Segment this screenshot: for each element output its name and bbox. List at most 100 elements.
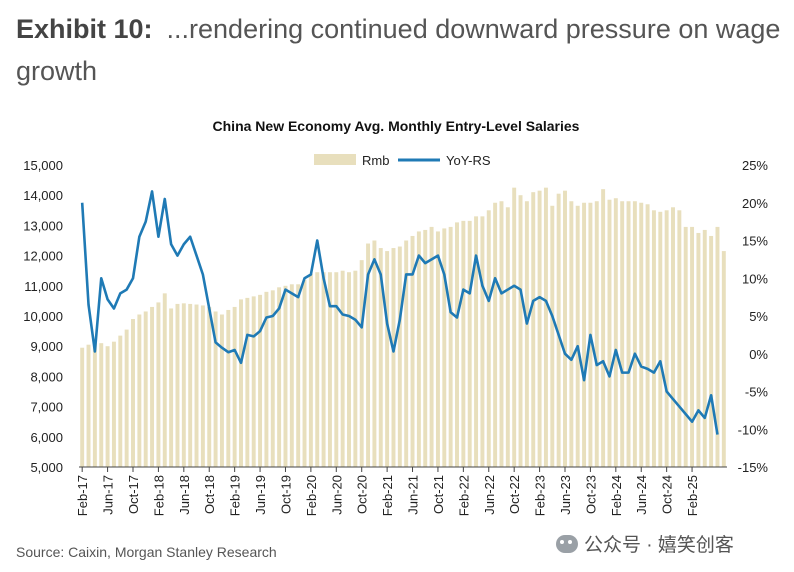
bar-rmb: [232, 306, 237, 467]
x-tick-label: Feb-22: [456, 475, 471, 516]
bar-rmb: [111, 341, 116, 467]
bar-rmb: [296, 284, 301, 467]
bar-rmb: [283, 285, 288, 467]
left-axis-ticks: 5,000 6,000 7,000 8,000 9,000 10,000 11,000 12,…: [23, 158, 63, 475]
bar-rmb: [480, 216, 485, 467]
bar-rmb: [575, 205, 580, 467]
bar-rmb: [200, 305, 205, 467]
line-yoy: [80, 190, 719, 435]
bar-rmb: [423, 229, 428, 467]
bar-rmb: [645, 204, 650, 467]
line-series: [80, 190, 719, 435]
right-tick-label: 10%: [742, 271, 768, 286]
bar-rmb: [302, 279, 307, 467]
bar-rmb: [474, 216, 479, 467]
bar-rmb: [721, 251, 726, 467]
bar-rmb: [347, 272, 351, 467]
bar-rmb: [461, 220, 466, 467]
bar-rmb: [512, 187, 517, 467]
bar-rmb: [264, 291, 269, 467]
bar-rmb: [340, 270, 345, 467]
bar-rmb: [289, 284, 294, 467]
x-tick-label: Oct-24: [660, 475, 675, 514]
bar-rmb: [92, 340, 97, 467]
bar-rmb: [683, 226, 688, 467]
x-tick-label: Feb-17: [75, 475, 90, 516]
bar-rmb: [410, 235, 415, 467]
bar-rmb: [537, 190, 542, 468]
bar-rmb: [613, 198, 618, 467]
x-tick-label: Jun-17: [101, 475, 116, 515]
bar-rmb: [632, 201, 637, 468]
bar-rmb: [105, 346, 110, 467]
x-tick-label: Feb-20: [304, 475, 319, 516]
x-tick-label: Jun-18: [177, 475, 192, 515]
bar-rmb: [690, 226, 695, 467]
bar-rmb: [455, 222, 459, 467]
bar-rmb: [607, 199, 612, 468]
right-axis-ticks: -15% -10% -5% 0% 5% 10% 15% 20% 25%: [738, 158, 769, 475]
x-tick-label: Feb-23: [533, 475, 548, 516]
bar-rmb: [137, 314, 142, 467]
left-tick-label: 13,000: [23, 218, 63, 233]
bar-rmb: [493, 202, 498, 467]
right-tick-label: 0%: [749, 347, 768, 362]
bar-rmb: [397, 246, 402, 467]
bar-rmb: [207, 306, 212, 467]
legend-label-yoy: YoY-RS: [446, 153, 491, 168]
bar-rmb: [467, 220, 472, 467]
bar-rmb: [664, 210, 669, 468]
bar-rmb: [359, 260, 364, 467]
legend-swatch-rmb: [314, 154, 356, 165]
left-tick-label: 14,000: [23, 188, 63, 203]
bar-rmb: [251, 296, 256, 467]
right-tick-label: -10%: [738, 422, 769, 437]
bar-rmb: [277, 287, 282, 467]
bar-rmb: [86, 344, 91, 467]
x-tick-label: Jun-20: [329, 475, 344, 515]
x-tick-label: Jun-21: [406, 475, 421, 515]
x-tick-label: Jun-19: [253, 475, 268, 515]
left-tick-label: 10,000: [23, 309, 63, 324]
x-tick-label: Oct-22: [507, 475, 522, 514]
x-tick-label: Oct-23: [583, 475, 598, 514]
bar-rmb: [219, 314, 224, 467]
x-tick-label: Jun-24: [634, 475, 649, 515]
right-tick-label: -5%: [745, 385, 769, 400]
left-tick-label: 6,000: [30, 430, 63, 445]
bar-rmb: [442, 228, 447, 467]
bar-rmb: [124, 329, 129, 467]
left-tick-label: 8,000: [30, 369, 63, 384]
bar-rmb: [80, 347, 85, 467]
bar-rmb: [181, 303, 186, 467]
bar-rmb: [366, 243, 371, 467]
bar-rmb: [651, 210, 656, 468]
bar-rmb: [188, 303, 193, 467]
bar-rmb: [582, 202, 587, 467]
bar-rmb: [353, 270, 358, 467]
wechat-icon: [556, 534, 578, 553]
x-tick-label: Oct-18: [202, 475, 217, 514]
bar-rmb: [372, 240, 377, 467]
right-tick-label: -15%: [738, 460, 769, 475]
exhibit-text: ...rendering continued downward pressure…: [16, 14, 781, 86]
bar-rmb: [258, 294, 263, 467]
x-tick-label: Oct-17: [126, 475, 141, 514]
bar-rmb: [150, 306, 155, 467]
bar-rmb: [671, 207, 675, 467]
bar-rmb: [658, 211, 663, 467]
right-tick-label: 5%: [749, 309, 768, 324]
bar-rmb: [239, 299, 243, 467]
bar-rmb: [626, 201, 631, 468]
left-tick-label: 7,000: [30, 400, 63, 415]
bar-rmb: [118, 335, 123, 467]
bar-rmb: [639, 202, 644, 467]
bar-rmb: [702, 229, 707, 467]
x-tick-label: Oct-19: [278, 475, 293, 514]
legend: Rmb YoY-RS: [314, 153, 491, 168]
bar-rmb: [429, 226, 434, 467]
x-axis-ticks: Feb-17 Jun-17 Oct-17 Feb-18 Jun-18 Oct-18 Feb-…: [75, 475, 700, 516]
right-tick-label: 25%: [742, 158, 768, 173]
bar-rmb: [385, 251, 390, 467]
